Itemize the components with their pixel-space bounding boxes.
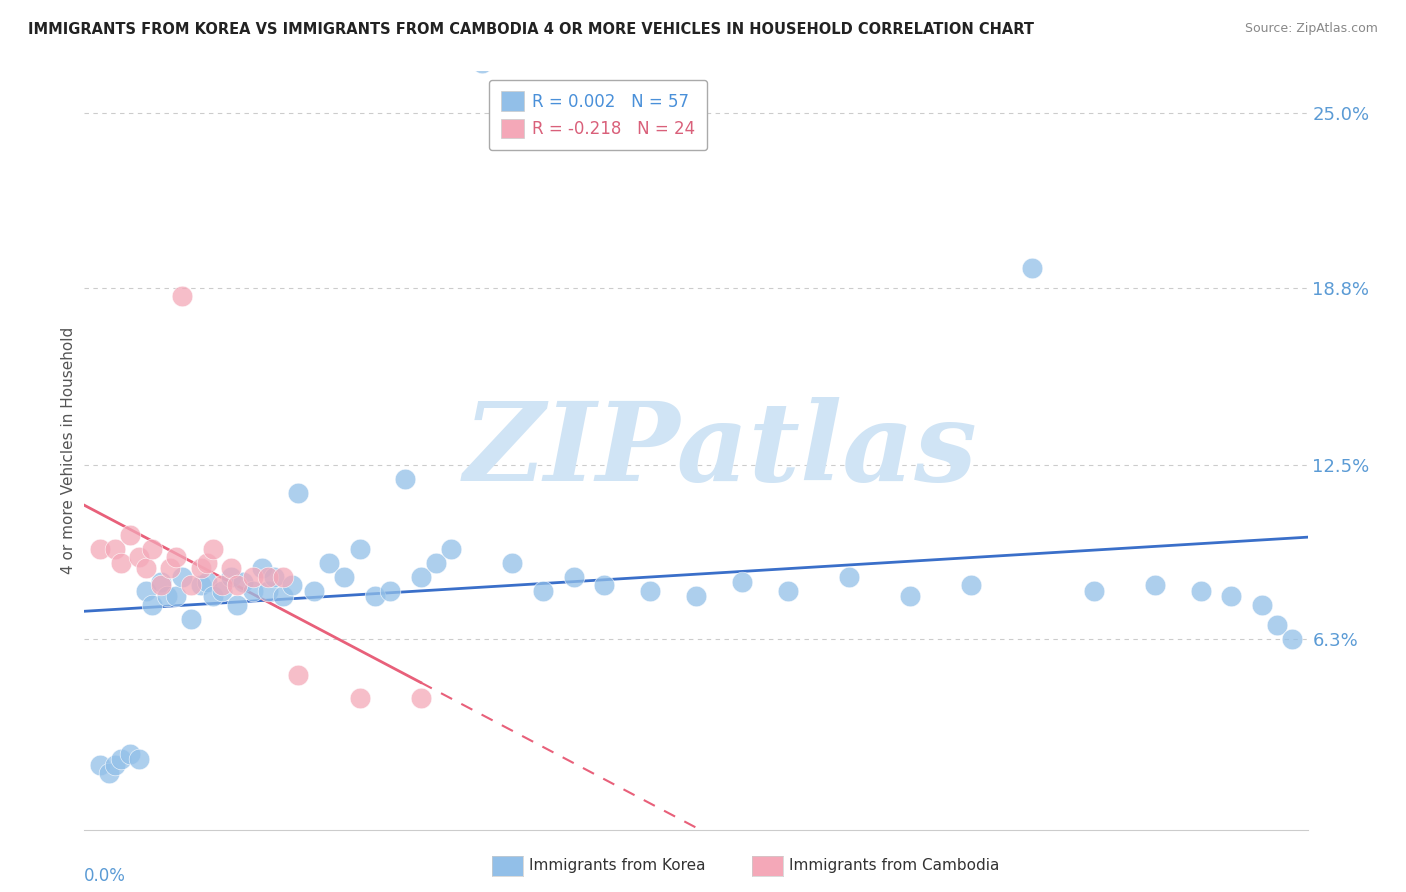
- Point: [195, 575, 218, 590]
- Point: [425, 556, 447, 570]
- Point: [287, 485, 309, 500]
- Point: [1189, 583, 1212, 598]
- Point: [232, 575, 254, 590]
- Text: Source: ZipAtlas.com: Source: ZipAtlas.com: [1244, 22, 1378, 36]
- Point: [302, 583, 325, 598]
- Point: [250, 561, 273, 575]
- Point: [471, 56, 494, 70]
- Text: Immigrants from Cambodia: Immigrants from Cambodia: [789, 858, 1000, 872]
- Point: [271, 570, 294, 584]
- Text: ZIPatlas: ZIPatlas: [464, 397, 977, 504]
- Point: [190, 578, 212, 592]
- Point: [1250, 598, 1272, 612]
- Point: [287, 668, 309, 682]
- Y-axis label: 4 or more Vehicles in Household: 4 or more Vehicles in Household: [60, 326, 76, 574]
- Point: [211, 583, 233, 598]
- Point: [531, 583, 554, 598]
- Point: [120, 527, 142, 541]
- Point: [104, 758, 127, 772]
- Point: [257, 570, 280, 584]
- Point: [226, 578, 249, 592]
- Point: [349, 541, 371, 556]
- Point: [960, 578, 983, 592]
- Point: [440, 541, 463, 556]
- Point: [141, 598, 163, 612]
- Point: [838, 570, 860, 584]
- Point: [97, 766, 120, 780]
- Point: [685, 590, 707, 604]
- Point: [776, 583, 799, 598]
- Point: [135, 561, 157, 575]
- Point: [1143, 578, 1166, 592]
- Point: [201, 590, 224, 604]
- Point: [409, 690, 432, 705]
- Point: [110, 556, 132, 570]
- Point: [195, 556, 218, 570]
- Point: [89, 541, 111, 556]
- Point: [226, 598, 249, 612]
- Point: [562, 570, 585, 584]
- Point: [242, 583, 264, 598]
- Point: [333, 570, 356, 584]
- Text: 0.0%: 0.0%: [84, 867, 127, 886]
- Point: [409, 570, 432, 584]
- Point: [141, 541, 163, 556]
- Point: [1265, 617, 1288, 632]
- Point: [219, 561, 242, 575]
- Point: [135, 583, 157, 598]
- Point: [120, 747, 142, 761]
- Point: [1021, 260, 1043, 275]
- Point: [211, 578, 233, 592]
- Point: [110, 752, 132, 766]
- Point: [159, 561, 181, 575]
- Point: [172, 289, 194, 303]
- Point: [380, 583, 402, 598]
- Point: [156, 590, 179, 604]
- Point: [89, 758, 111, 772]
- Point: [190, 561, 212, 575]
- Point: [394, 471, 416, 485]
- Point: [502, 556, 524, 570]
- Point: [180, 578, 202, 592]
- Point: [165, 550, 187, 565]
- Text: Immigrants from Korea: Immigrants from Korea: [529, 858, 706, 872]
- Point: [242, 570, 264, 584]
- Point: [364, 590, 387, 604]
- Point: [638, 583, 661, 598]
- Point: [281, 578, 304, 592]
- Point: [1220, 590, 1243, 604]
- Point: [180, 612, 202, 626]
- Point: [1083, 583, 1105, 598]
- Point: [172, 570, 194, 584]
- Legend: R = 0.002   N = 57, R = -0.218   N = 24: R = 0.002 N = 57, R = -0.218 N = 24: [489, 79, 707, 150]
- Text: IMMIGRANTS FROM KOREA VS IMMIGRANTS FROM CAMBODIA 4 OR MORE VEHICLES IN HOUSEHOL: IMMIGRANTS FROM KOREA VS IMMIGRANTS FROM…: [28, 22, 1035, 37]
- Point: [128, 550, 150, 565]
- Point: [219, 570, 242, 584]
- Point: [201, 541, 224, 556]
- Point: [271, 590, 294, 604]
- Point: [104, 541, 127, 556]
- Point: [149, 578, 172, 592]
- Point: [128, 752, 150, 766]
- Point: [263, 570, 285, 584]
- Point: [318, 556, 340, 570]
- Point: [898, 590, 921, 604]
- Point: [593, 578, 616, 592]
- Point: [1281, 632, 1303, 646]
- Point: [731, 575, 754, 590]
- Point: [165, 590, 187, 604]
- Point: [349, 690, 371, 705]
- Point: [149, 575, 172, 590]
- Point: [257, 583, 280, 598]
